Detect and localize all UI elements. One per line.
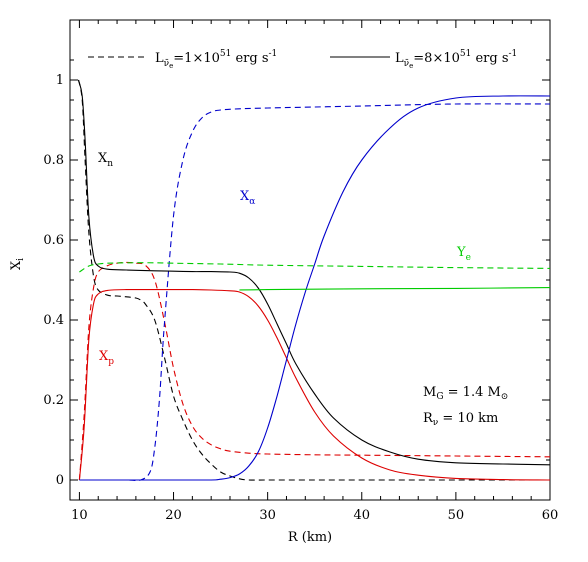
y-tick-label: 0 (56, 473, 64, 488)
label-xalpha: Xα (240, 189, 255, 207)
y-tick-label: 1 (56, 73, 64, 88)
series-line-6 (79, 95, 551, 481)
series-line-1 (78, 261, 551, 481)
series-line-4 (77, 79, 551, 466)
y-tick-label: 0.6 (43, 233, 64, 248)
x-tick-label: 10 (71, 508, 88, 523)
x-tick-label: 50 (448, 508, 465, 523)
label-ye: Ye (456, 245, 471, 263)
x-tick-label: 40 (353, 508, 370, 523)
y-tick-label: 0.4 (43, 313, 64, 328)
tick-labels: 10 20 30 40 50 60 0 0.2 0.4 0.6 0.8 1 (43, 73, 558, 523)
legend-label-dashed: Lν̄e=1×1051 erg s-1 (155, 49, 277, 70)
y-axis-label: Xi (9, 258, 26, 270)
series-line-0 (77, 79, 550, 481)
x-axis-label: R (km) (288, 530, 332, 545)
series-line-5 (78, 289, 551, 481)
label-xn: Xn (98, 151, 113, 169)
x-tick-label: 30 (259, 508, 276, 523)
axis-ticks (70, 20, 551, 501)
y-tick-label: 0.2 (43, 393, 64, 408)
series-line-2 (79, 103, 551, 482)
label-mass: MG = 1.4 M⊙ (423, 385, 508, 402)
y-tick-label: 0.8 (43, 153, 64, 168)
label-radius: Rν = 10 km (423, 411, 498, 428)
series-line-3 (79, 262, 551, 273)
series-layer (77, 79, 551, 482)
series-line-7 (239, 287, 551, 291)
x-tick-label: 60 (542, 508, 559, 523)
legend: Lν̄e=1×1051 erg s-1 Lν̄e=8×1051 erg s-1 (88, 49, 517, 70)
x-tick-label: 20 (165, 508, 182, 523)
legend-label-solid: Lν̄e=8×1051 erg s-1 (395, 49, 517, 70)
label-xp: Xp (99, 349, 114, 367)
